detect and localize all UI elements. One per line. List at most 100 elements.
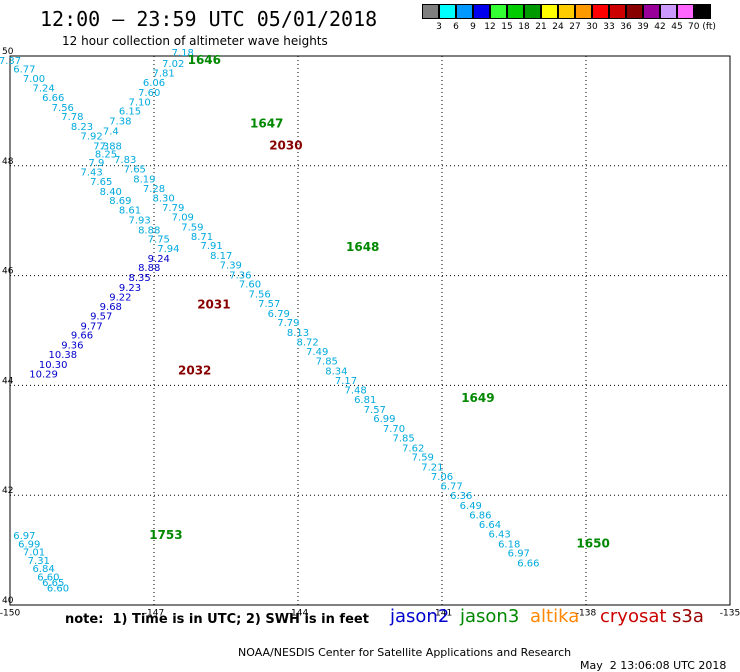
- colorbar-swatch: [558, 4, 575, 19]
- data-label-jason3: 6.18: [498, 539, 520, 550]
- colorbar-swatch: [677, 4, 694, 19]
- data-label-jason3: 7.18: [172, 48, 194, 59]
- colorbar-label: 27: [569, 22, 581, 32]
- data-label-jason3: 7.3: [93, 141, 109, 152]
- data-label-jason3: 7.39: [220, 260, 242, 271]
- data-label-jason3: 8.88: [138, 225, 160, 236]
- data-label-jason3: 7.37: [0, 56, 21, 67]
- data-label-jason3: 6.77: [13, 64, 35, 75]
- data-label-jason3: 6.79: [268, 309, 290, 320]
- y-tick-label: 40: [2, 596, 14, 606]
- colorbar-swatch: [541, 4, 558, 19]
- data-label-jason3: 7.85: [316, 357, 338, 368]
- data-label-jason3: 7.24: [32, 84, 54, 95]
- data-label-jason3: 8.40: [100, 187, 122, 198]
- legend-jason3: jason3: [460, 606, 520, 627]
- data-label-jason3: 7.91: [200, 241, 222, 252]
- data-label-jason3: 6.99: [18, 539, 40, 550]
- data-label-jason2: 9.22: [109, 292, 131, 303]
- data-label-jason3: 7.48: [344, 386, 366, 397]
- data-label-jason3: 7.36: [229, 270, 251, 281]
- colorbar-label: 70 (ft): [688, 22, 716, 32]
- chart-title: 12:00 – 23:59 UTC 05/01/2018: [40, 7, 378, 31]
- pass-time-label: 1753: [149, 528, 182, 542]
- y-tick-label: 44: [2, 376, 14, 386]
- colorbar-swatch: [592, 4, 609, 19]
- data-label-jason3: 7.17: [335, 376, 357, 387]
- data-label-jason3: 7.93: [128, 215, 150, 226]
- colorbar-swatch: [575, 4, 592, 19]
- x-tick-label: -138: [576, 609, 597, 619]
- data-label-jason2: 9.23: [119, 283, 141, 294]
- data-label-jason3: 7.10: [128, 97, 150, 108]
- data-label-jason2: 9.36: [61, 341, 83, 352]
- data-label-jason3: 6.64: [479, 520, 501, 531]
- legend-jason2: jason2: [390, 606, 450, 627]
- data-label-jason3: 6.84: [32, 564, 54, 575]
- colorbar-label: 21: [535, 22, 547, 32]
- data-label-jason3: 8.72: [296, 337, 318, 348]
- data-label-jason3: 7.62: [402, 443, 424, 454]
- data-label-jason3: 8.34: [325, 366, 347, 377]
- x-tick-label: -135: [720, 609, 740, 619]
- data-label-jason3: 7.56: [52, 103, 74, 114]
- data-label-jason2: 10.29: [29, 370, 58, 381]
- data-label-jason3: 6.66: [42, 93, 64, 104]
- data-label-jason3: 6.60: [37, 572, 59, 583]
- data-label-jason2: 10.30: [39, 360, 68, 371]
- data-label-jason3: 7.79: [162, 203, 184, 214]
- data-label-jason3: 7.49: [306, 347, 328, 358]
- data-label-jason3: 6.86: [469, 510, 491, 521]
- footer-timestamp: May 2 13:06:08 UTC 2018: [580, 659, 727, 672]
- data-label-jason2: 9.66: [71, 331, 93, 342]
- data-label-jason3: 7.75: [148, 235, 170, 246]
- colorbar-label: 30: [586, 22, 598, 32]
- x-tick-label: -150: [0, 609, 20, 619]
- colorbar-swatch: [694, 4, 711, 19]
- data-label-jason2: 9.57: [90, 312, 112, 323]
- colorbar-label: 39: [637, 22, 649, 32]
- y-tick-label: 46: [2, 267, 14, 277]
- data-label-jason3: 8.17: [210, 251, 232, 262]
- data-label-jason3: 6.36: [450, 491, 472, 502]
- pass-time-label: 2030: [269, 138, 302, 152]
- colorbar-label: 42: [654, 22, 666, 32]
- y-tick-label: 48: [2, 157, 14, 167]
- data-label-jason3: 6.60: [47, 583, 69, 594]
- colorbar-label: 24: [552, 22, 564, 32]
- data-label-jason3: 8.30: [152, 193, 174, 204]
- data-label-jason3: 8.25: [95, 150, 117, 161]
- data-label-jason3: 8.23: [71, 122, 93, 133]
- data-label-jason3: 7.94: [157, 244, 179, 255]
- x-tick-label: -147: [144, 609, 164, 619]
- colorbar-label: 18: [518, 22, 530, 32]
- y-tick-label: 42: [2, 486, 13, 496]
- data-label-jason3: 6.06: [143, 78, 165, 89]
- legend-s3a: s3a: [672, 606, 704, 627]
- data-label-jason3: 7.43: [80, 168, 102, 179]
- colorbar-swatch: [473, 4, 490, 19]
- colorbar-swatch: [422, 4, 439, 19]
- colorbar-swatch: [626, 4, 643, 19]
- colorbar-label: 15: [501, 22, 513, 32]
- x-tick-label: -141: [432, 609, 452, 619]
- data-label-jason3: 7.60: [239, 280, 261, 291]
- data-label-jason2: 9.24: [148, 254, 170, 265]
- x-tick-label: -144: [288, 609, 309, 619]
- data-label-jason3: 6.15: [119, 107, 141, 118]
- data-label-jason3: 7.09: [172, 213, 194, 224]
- data-label-jason3: 8.13: [287, 328, 309, 339]
- data-label-jason3: 7.00: [23, 74, 45, 85]
- data-label-jason2: 10.38: [48, 350, 77, 361]
- data-label-jason3: 6.97: [13, 531, 35, 542]
- data-label-jason3: 6.66: [517, 559, 539, 570]
- data-label-jason3: 7.59: [181, 223, 203, 234]
- colorbar-swatch: [524, 4, 541, 19]
- data-label-jason3: 6.77: [440, 482, 462, 493]
- data-label-jason3: 7.65: [124, 164, 146, 175]
- colorbar-label: 6: [453, 22, 459, 32]
- chart-subtitle: 12 hour collection of altimeter wave hei…: [62, 34, 328, 48]
- data-label-jason3: 7.92: [80, 131, 102, 142]
- data-label-jason3: 6.99: [373, 414, 395, 425]
- data-label-jason2: 8.88: [138, 263, 160, 274]
